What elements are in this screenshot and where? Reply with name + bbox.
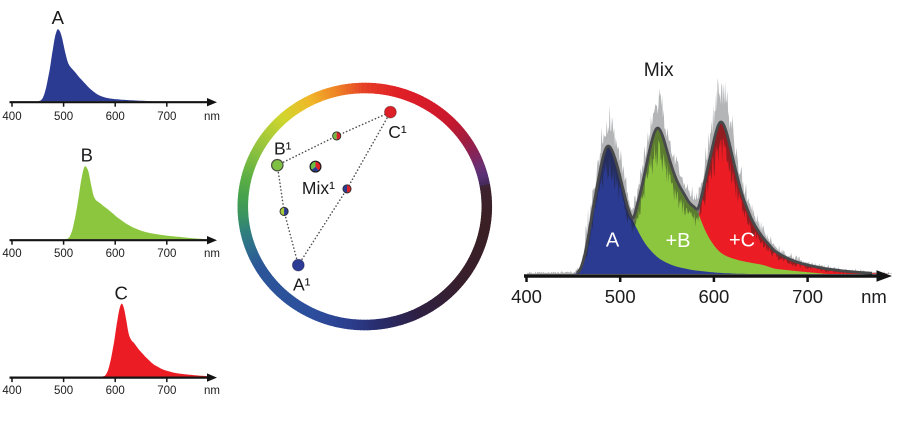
svg-text:700: 700: [157, 111, 176, 123]
svg-text:+C: +C: [729, 230, 755, 252]
svg-text:600: 600: [106, 111, 125, 123]
svg-text:500: 500: [54, 385, 73, 397]
svg-text:A¹: A¹: [293, 274, 311, 294]
svg-text:700: 700: [792, 286, 823, 307]
svg-text:nm: nm: [204, 385, 220, 397]
svg-text:400: 400: [2, 111, 21, 123]
svg-text:400: 400: [511, 286, 542, 307]
svg-text:400: 400: [2, 248, 21, 260]
svg-text:600: 600: [698, 286, 729, 307]
svg-text:Mix: Mix: [644, 60, 674, 81]
svg-text:B: B: [81, 145, 93, 166]
svg-text:nm: nm: [204, 248, 220, 260]
svg-text:500: 500: [605, 286, 636, 307]
svg-text:600: 600: [106, 385, 125, 397]
svg-text:A: A: [52, 7, 65, 28]
svg-text:nm: nm: [861, 286, 887, 307]
svg-text:B¹: B¹: [274, 138, 292, 158]
svg-text:nm: nm: [204, 111, 220, 123]
svg-text:500: 500: [54, 248, 73, 260]
svg-text:C: C: [115, 283, 128, 304]
svg-text:500: 500: [54, 111, 73, 123]
svg-text:+B: +B: [665, 230, 690, 252]
svg-text:400: 400: [2, 385, 21, 397]
svg-text:600: 600: [106, 248, 125, 260]
svg-text:A: A: [606, 230, 620, 252]
svg-text:700: 700: [157, 248, 176, 260]
svg-text:C¹: C¹: [388, 122, 407, 142]
svg-text:700: 700: [157, 385, 176, 397]
svg-text:Mix¹: Mix¹: [302, 178, 335, 198]
